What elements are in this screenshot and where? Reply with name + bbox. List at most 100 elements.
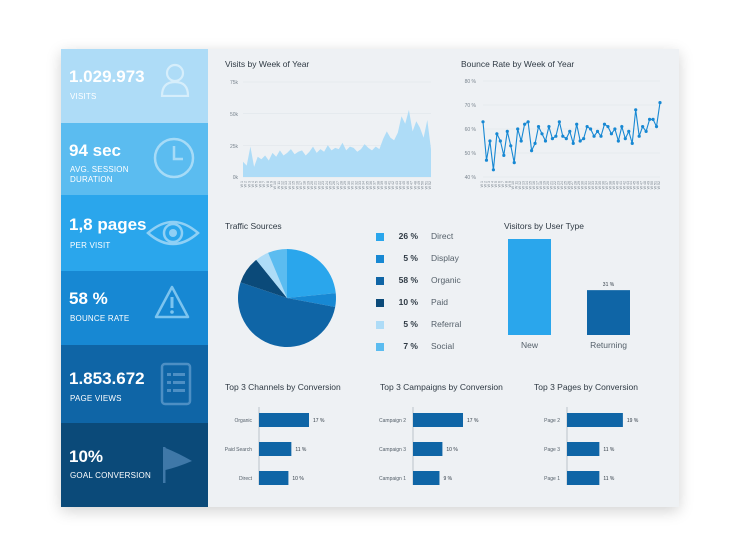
conversion-bar	[567, 442, 600, 456]
bounce-point	[523, 122, 527, 126]
kpi-label: AVG. SESSION DURATION	[70, 165, 129, 184]
bounce-chart-title: Bounce Rate by Week of Year	[461, 59, 575, 69]
x-tick: W 41	[387, 181, 391, 189]
bounce-point	[512, 161, 516, 165]
x-tick: W 4	[490, 181, 494, 187]
kpi-bounce-rate[interactable]: 58 % BOUNCE RATE	[61, 271, 208, 345]
kpi-sidebar: 1.029.973 VISITS 94 sec AVG. SESSION DUR…	[61, 49, 208, 507]
kpi-value: 1.853.672	[69, 369, 145, 388]
x-tick: W 10	[511, 181, 515, 189]
bar-category-label: Campaign 3	[379, 447, 406, 453]
usertype-title: Visitors by User Type	[504, 221, 584, 231]
x-tick: W 22	[553, 181, 557, 189]
x-tick: W 50	[650, 181, 654, 189]
x-tick: W 8	[504, 181, 508, 187]
kpi-value: 58 %	[69, 289, 108, 308]
x-tick: W 18	[539, 181, 543, 189]
x-tick: W 41	[619, 181, 623, 189]
x-tick: W 51	[654, 181, 658, 189]
pie-slice	[287, 293, 336, 307]
traffic-pie-chart[interactable]	[232, 243, 342, 353]
x-tick: W 45	[633, 181, 637, 189]
bounce-point	[627, 129, 631, 133]
bounce-point	[536, 125, 541, 129]
x-tick: W 47	[640, 181, 644, 189]
visits-chart-title: Visits by Week of Year	[225, 59, 310, 69]
x-tick: W 19	[542, 181, 546, 189]
x-tick: W 20	[546, 181, 550, 189]
bounce-point	[609, 132, 614, 136]
x-tick: W 30	[581, 181, 585, 189]
x-tick: W 30	[347, 181, 351, 189]
x-tick: W 38	[608, 181, 612, 189]
bounce-point	[641, 125, 645, 129]
x-tick: W 33	[591, 181, 595, 189]
bar-value-label: 11 %	[603, 476, 615, 482]
bounce-point	[568, 129, 572, 133]
bounce-point	[616, 139, 620, 143]
x-tick: W 26	[567, 181, 571, 189]
visits-area	[243, 109, 431, 177]
x-tick: W 26	[332, 181, 336, 189]
kpi-value: 10%	[69, 447, 104, 466]
bounce-point	[575, 122, 579, 126]
x-tick: W 14	[525, 181, 529, 189]
bounce-point	[547, 125, 551, 129]
bar-value-label: 19 %	[627, 418, 639, 424]
bounce-point	[658, 101, 662, 105]
x-tick: W 17	[536, 181, 540, 189]
kpi-pages-per-visit[interactable]: 1,8 pages PER VISIT	[61, 195, 208, 271]
bounce-point	[602, 122, 607, 126]
conversion-bar	[259, 442, 292, 456]
bounce-point	[543, 139, 548, 143]
x-tick: W 38	[376, 181, 380, 189]
bar-value-label: 10 %	[446, 447, 458, 453]
x-tick: W 7	[262, 181, 266, 187]
x-tick: W 44	[399, 181, 403, 189]
x-tick: W 37	[605, 181, 609, 189]
x-tick: W 46	[636, 181, 640, 189]
kpi-page-views[interactable]: 1.853.672 PAGE VIEWS	[61, 345, 208, 423]
x-tick: W 5	[494, 181, 498, 187]
bounce-point	[519, 139, 523, 143]
x-tick: W 4	[251, 181, 255, 187]
bounce-point	[588, 127, 593, 131]
legend-label: Organic	[431, 275, 461, 285]
bounce-point	[630, 141, 634, 145]
x-tick: W 10	[273, 181, 277, 189]
bounce-point	[554, 134, 558, 138]
user-icon	[160, 63, 190, 102]
x-tick: W 12	[281, 181, 285, 189]
bounce-point	[644, 129, 648, 133]
usertype-bar	[508, 239, 551, 335]
top-channels-bar-chart[interactable]: Organic 17 % Paid Search 11 % Direct 10 %	[214, 399, 364, 489]
x-tick: W 49	[647, 181, 651, 189]
x-tick: W 42	[622, 181, 626, 189]
x-tick: W 32	[354, 181, 358, 189]
top-pages-bar-chart[interactable]: Page 2 19 % Page 3 11 % Page 1 11 %	[522, 399, 672, 489]
bar-category-label: New	[521, 340, 539, 350]
bounce-point	[651, 117, 655, 121]
conversion-bar	[567, 471, 600, 485]
kpi-label: PER VISIT	[70, 241, 111, 250]
kpi-session-duration[interactable]: 94 sec AVG. SESSION DURATION	[61, 123, 208, 195]
x-tick: W 31	[351, 181, 355, 189]
x-tick: W 13	[284, 181, 288, 189]
top-campaigns-bar-chart[interactable]: Campaign 2 17 % Campaign 3 10 % Campaign 1 9 …	[368, 399, 518, 489]
kpi-visits[interactable]: 1.029.973 VISITS	[61, 49, 208, 123]
x-tick: W 28	[340, 181, 344, 189]
x-tick: W 40	[384, 181, 388, 189]
bar-category-label: Campaign 2	[379, 418, 406, 424]
main-panel: Visits by Week of Year 75k 50k 25k 0k W …	[208, 49, 679, 507]
x-tick: W 52	[657, 181, 661, 189]
x-tick: W 36	[601, 181, 605, 189]
bar-category-label: Page 1	[544, 476, 560, 482]
conversion-bar	[413, 442, 443, 456]
legend-percent: 7 %	[403, 341, 418, 351]
kpi-goal-conversion[interactable]: 10% GOAL CONVERSION	[61, 423, 208, 507]
traffic-title: Traffic Sources	[225, 221, 282, 231]
legend-label: Paid	[431, 297, 449, 307]
